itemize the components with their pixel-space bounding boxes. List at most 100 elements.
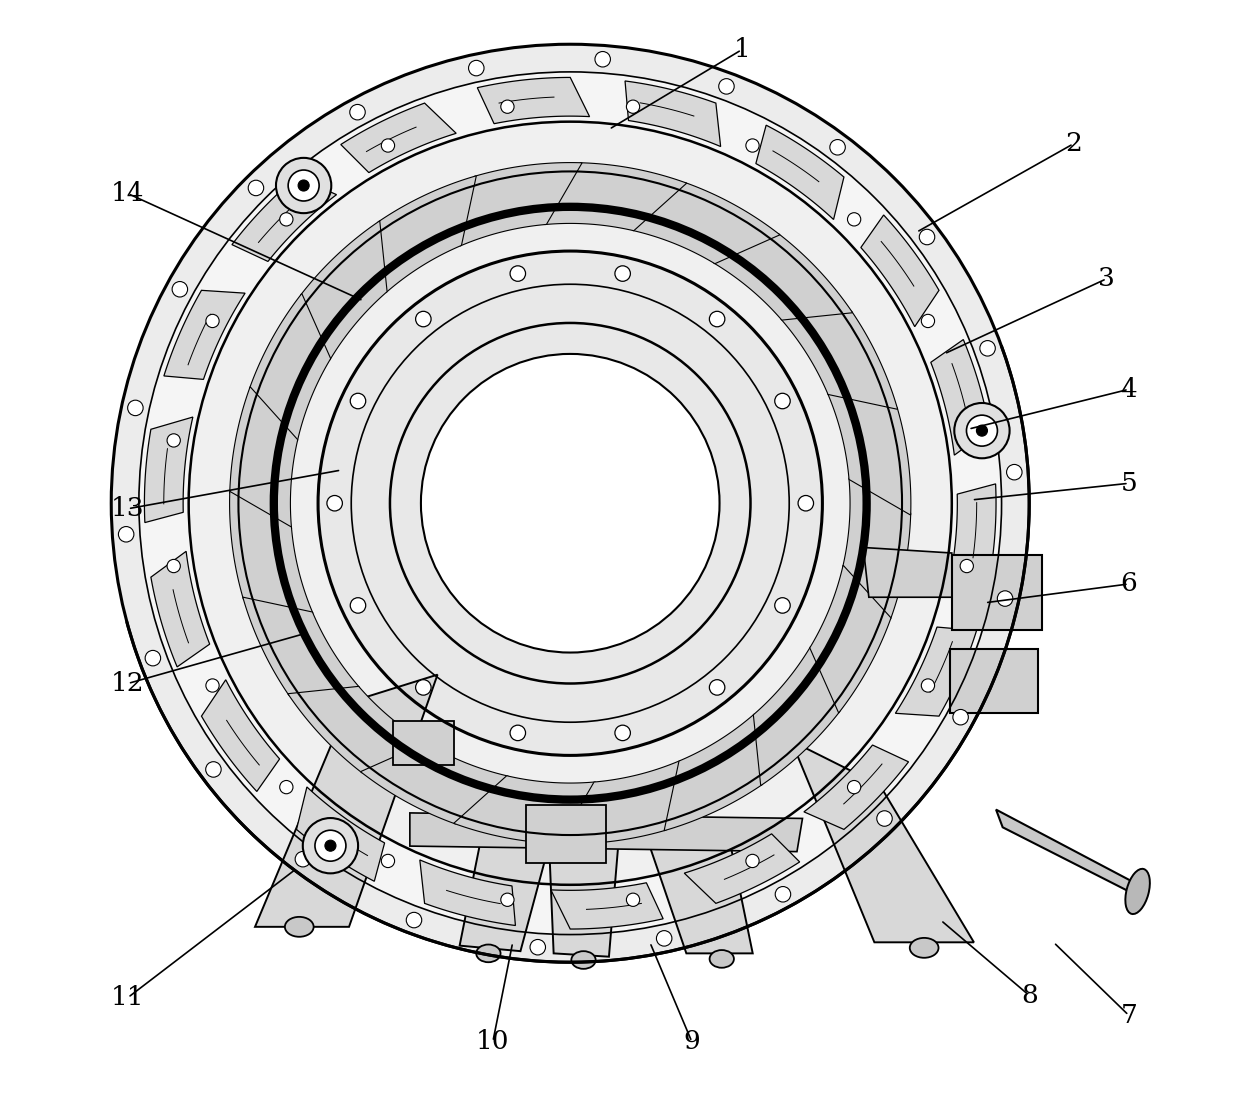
Polygon shape — [164, 290, 246, 379]
Circle shape — [966, 415, 997, 446]
Text: 4: 4 — [1121, 377, 1137, 401]
Circle shape — [501, 894, 515, 907]
FancyBboxPatch shape — [950, 649, 1038, 713]
Ellipse shape — [709, 950, 734, 968]
Circle shape — [919, 229, 935, 244]
Polygon shape — [551, 883, 663, 929]
Circle shape — [510, 726, 526, 741]
Polygon shape — [713, 233, 853, 320]
Circle shape — [980, 341, 996, 356]
Circle shape — [112, 44, 1029, 962]
Circle shape — [529, 939, 546, 954]
Circle shape — [656, 930, 672, 946]
Circle shape — [847, 781, 861, 794]
Polygon shape — [544, 163, 687, 231]
Circle shape — [775, 597, 790, 613]
Polygon shape — [232, 177, 336, 261]
Polygon shape — [477, 77, 589, 124]
Circle shape — [960, 560, 973, 573]
Circle shape — [288, 170, 319, 201]
Circle shape — [709, 311, 725, 326]
Circle shape — [188, 122, 952, 885]
Text: 6: 6 — [1121, 572, 1137, 596]
Polygon shape — [460, 163, 582, 246]
Polygon shape — [843, 478, 910, 619]
Circle shape — [315, 831, 346, 862]
Circle shape — [775, 394, 790, 409]
Circle shape — [350, 394, 366, 409]
Text: 7: 7 — [1120, 1003, 1137, 1027]
Polygon shape — [249, 293, 331, 441]
Circle shape — [921, 314, 935, 327]
Circle shape — [277, 158, 331, 213]
Circle shape — [469, 61, 484, 76]
Circle shape — [830, 139, 846, 155]
Polygon shape — [781, 311, 898, 409]
Polygon shape — [558, 761, 681, 844]
Polygon shape — [420, 859, 516, 926]
Polygon shape — [756, 125, 844, 219]
Polygon shape — [754, 647, 839, 785]
Circle shape — [382, 139, 394, 153]
Circle shape — [280, 212, 293, 226]
Circle shape — [799, 495, 813, 511]
Text: 10: 10 — [476, 1030, 510, 1054]
Circle shape — [877, 811, 893, 826]
Polygon shape — [300, 221, 387, 359]
Circle shape — [382, 854, 394, 867]
Circle shape — [407, 912, 422, 928]
Polygon shape — [255, 675, 438, 927]
Polygon shape — [947, 484, 996, 589]
FancyBboxPatch shape — [393, 721, 454, 765]
Circle shape — [350, 104, 366, 119]
Polygon shape — [632, 182, 780, 263]
Polygon shape — [460, 807, 559, 951]
Circle shape — [997, 591, 1013, 606]
Polygon shape — [863, 547, 952, 597]
Polygon shape — [548, 821, 620, 957]
Text: 8: 8 — [1021, 983, 1038, 1008]
Polygon shape — [996, 810, 1142, 898]
Circle shape — [510, 265, 526, 281]
Ellipse shape — [1126, 869, 1149, 914]
Polygon shape — [684, 834, 800, 904]
Circle shape — [719, 79, 734, 94]
Circle shape — [167, 434, 180, 447]
Polygon shape — [454, 775, 595, 844]
Polygon shape — [804, 745, 909, 830]
Circle shape — [955, 403, 1009, 458]
Polygon shape — [288, 687, 427, 773]
Polygon shape — [861, 215, 939, 326]
Text: 9: 9 — [683, 1030, 701, 1054]
Circle shape — [327, 495, 342, 511]
Polygon shape — [361, 743, 508, 824]
Circle shape — [295, 852, 311, 867]
Text: 2: 2 — [1065, 132, 1081, 156]
Ellipse shape — [285, 917, 314, 937]
Text: 1: 1 — [733, 38, 750, 62]
Circle shape — [319, 251, 822, 755]
FancyBboxPatch shape — [526, 805, 605, 863]
Circle shape — [298, 180, 309, 191]
Circle shape — [847, 212, 861, 226]
Polygon shape — [895, 627, 977, 717]
Circle shape — [746, 139, 759, 153]
Polygon shape — [810, 565, 892, 713]
Circle shape — [145, 650, 161, 666]
Ellipse shape — [572, 951, 595, 969]
Text: 14: 14 — [112, 181, 145, 206]
Circle shape — [172, 282, 187, 298]
Circle shape — [280, 781, 293, 794]
Ellipse shape — [910, 938, 939, 958]
Circle shape — [976, 425, 987, 436]
Polygon shape — [625, 81, 720, 147]
Polygon shape — [144, 417, 193, 522]
Circle shape — [350, 597, 366, 613]
Circle shape — [615, 726, 630, 741]
Circle shape — [206, 314, 219, 327]
Polygon shape — [665, 713, 763, 831]
Ellipse shape — [476, 945, 501, 962]
Circle shape — [206, 679, 219, 692]
Circle shape — [775, 887, 791, 902]
Circle shape — [952, 709, 968, 724]
